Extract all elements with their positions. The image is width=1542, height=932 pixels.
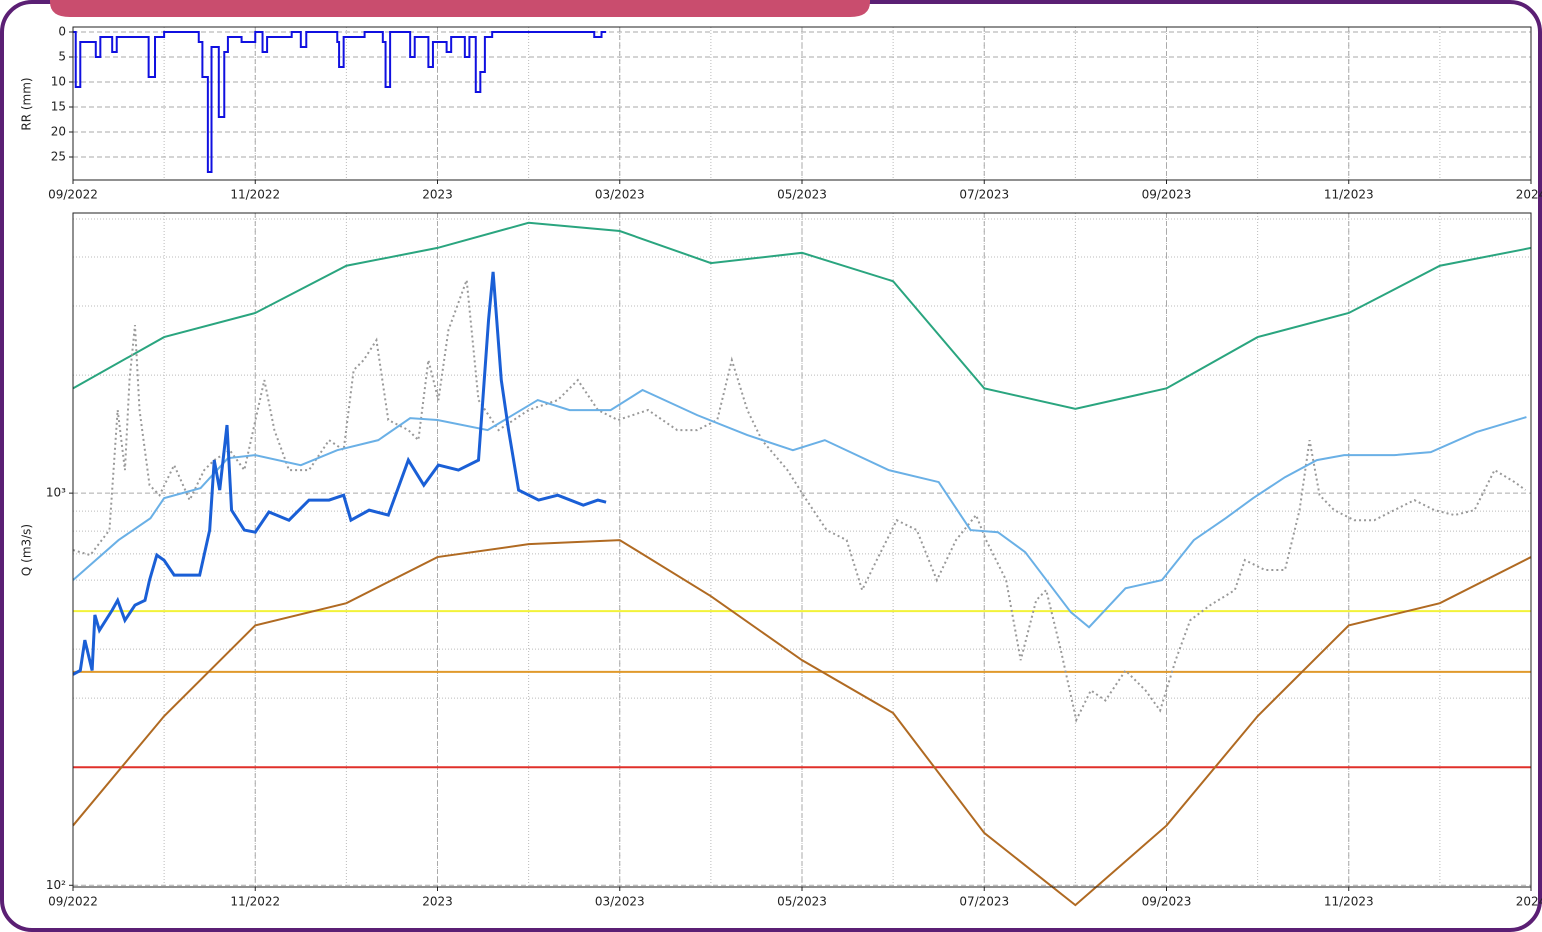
series-line xyxy=(72,221,1532,410)
series-line xyxy=(72,539,1532,907)
series-line xyxy=(72,279,1527,723)
x-tick-label: 09/2023 xyxy=(1142,188,1192,202)
x-tick-label: 07/2023 xyxy=(959,895,1009,909)
y-tick-label: 10² xyxy=(46,878,66,892)
x-tick-label: 05/2023 xyxy=(777,188,827,202)
x-tick-label: 03/2023 xyxy=(595,895,645,909)
x-tick-label: 09/2022 xyxy=(48,188,98,202)
plot-frame xyxy=(72,26,1532,181)
x-tick-label: 2024 xyxy=(1516,188,1542,202)
x-tick-label: 2023 xyxy=(422,188,453,202)
y-tick-label: 10³ xyxy=(46,486,66,500)
y-tick-label: 25 xyxy=(51,150,66,164)
series-line xyxy=(72,388,1527,629)
x-tick-label: 11/2023 xyxy=(1324,895,1374,909)
x-tick-label: 05/2023 xyxy=(777,895,827,909)
x-tick-label: 11/2023 xyxy=(1324,188,1374,202)
plot-frame xyxy=(72,212,1532,888)
x-tick-label: 2024 xyxy=(1516,895,1542,909)
y-tick-label: 15 xyxy=(51,100,66,114)
x-tick-label: 09/2022 xyxy=(48,895,98,909)
y-tick-label: 10 xyxy=(51,75,66,89)
y-axis-label: RR (mm) xyxy=(20,77,34,130)
x-tick-label: 2023 xyxy=(422,895,453,909)
y-axis-label: Q (m3/s) xyxy=(20,524,34,576)
x-tick-label: 11/2022 xyxy=(230,188,280,202)
x-tick-label: 09/2023 xyxy=(1142,895,1192,909)
y-tick-label: 20 xyxy=(51,125,66,139)
header-tab xyxy=(50,0,870,17)
rain-connector xyxy=(73,31,607,173)
y-tick-label: 5 xyxy=(58,50,66,64)
x-tick-label: 11/2022 xyxy=(230,895,280,909)
series-line xyxy=(72,271,607,676)
y-tick-label: 0 xyxy=(58,25,66,39)
x-tick-label: 03/2023 xyxy=(595,188,645,202)
x-tick-label: 07/2023 xyxy=(959,188,1009,202)
